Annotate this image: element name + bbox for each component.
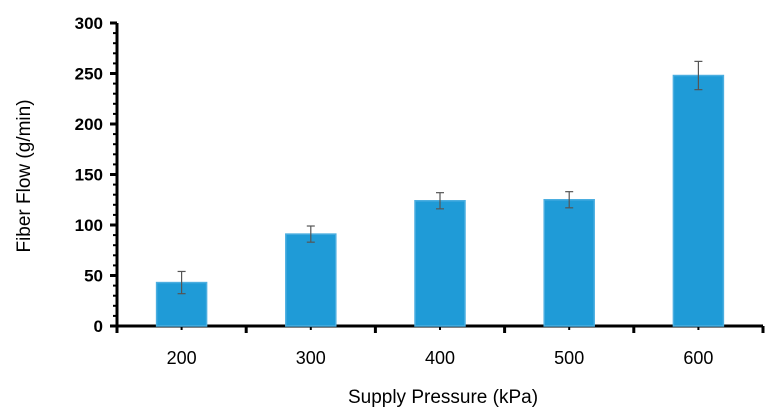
plot-area: 0 50 100 150 200 250 300 200 300 400 500 600 <box>75 14 765 368</box>
y-axis-title: Fiber Flow (g/min) <box>14 99 35 252</box>
y-tick-label: 100 <box>75 216 103 235</box>
x-tick-label: 400 <box>425 348 455 368</box>
bar <box>414 200 466 327</box>
bar <box>285 233 337 327</box>
y-tick-label: 0 <box>94 317 103 336</box>
y-tick-label: 200 <box>75 115 103 134</box>
x-tick-label: 300 <box>296 348 326 368</box>
y-tick-label: 300 <box>75 14 103 33</box>
y-tick-label: 250 <box>75 65 103 84</box>
x-tick-label: 600 <box>683 348 713 368</box>
bar <box>543 199 595 327</box>
x-axis-title: Supply Pressure (kPa) <box>348 387 538 408</box>
x-tick-label: 500 <box>554 348 584 368</box>
bar <box>672 74 725 327</box>
y-tick-label: 50 <box>84 267 103 286</box>
y-tick-label: 150 <box>75 166 103 185</box>
x-tick-label: 200 <box>167 348 197 368</box>
